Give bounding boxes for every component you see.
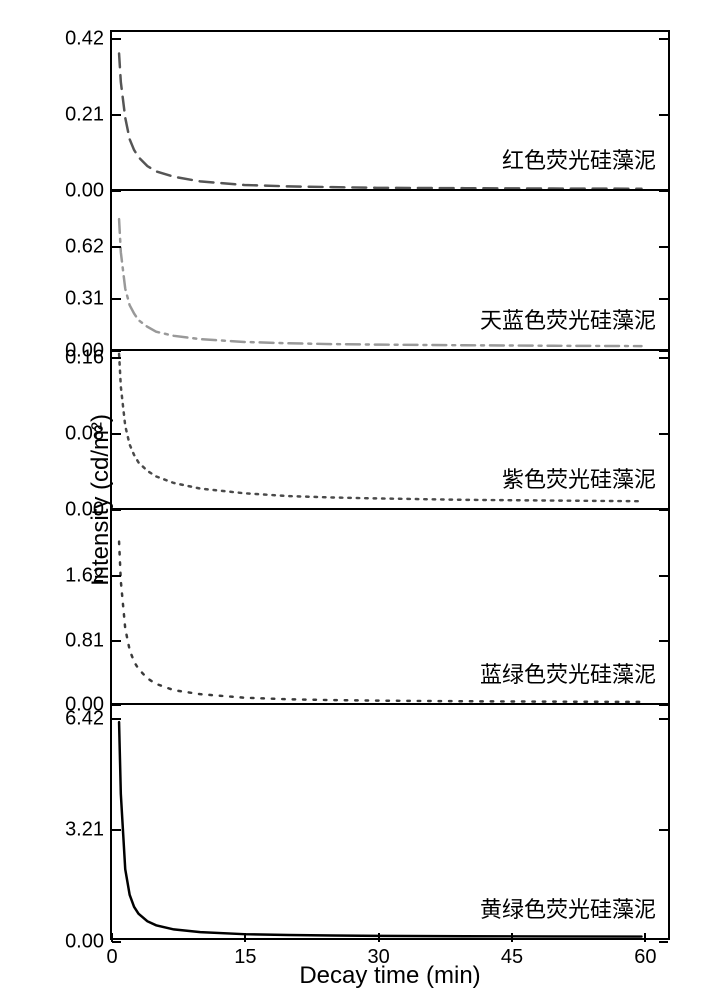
- y-tick-label: 0.62: [65, 235, 104, 258]
- y-tick-right: [659, 941, 668, 943]
- y-tick: [112, 357, 121, 359]
- y-tick-right: [659, 829, 668, 831]
- y-tick-label: 0.81: [65, 629, 104, 652]
- panel-label: 红色荧光硅藻泥: [502, 143, 656, 175]
- y-tick-right: [659, 575, 668, 577]
- y-tick-right: [659, 433, 668, 435]
- y-tick-label: 0.16: [65, 347, 104, 370]
- panel-label: 蓝绿色荧光硅藻泥: [480, 657, 656, 689]
- y-tick-label: 0.21: [65, 104, 104, 127]
- chart-container: 0.000.210.42红色荧光硅藻泥0.000.310.62天蓝色荧光硅藻泥0…: [110, 30, 670, 940]
- panel-label: 天蓝色荧光硅藻泥: [480, 303, 656, 335]
- panel-red: 0.000.210.42红色荧光硅藻泥: [110, 30, 670, 189]
- panel-purple: 0.000.080.16紫色荧光硅藻泥: [110, 349, 670, 508]
- y-tick: [112, 114, 121, 116]
- x-axis-label: Decay time (min): [110, 962, 670, 990]
- y-tick-label: 0.42: [65, 28, 104, 51]
- y-tick: [112, 246, 121, 248]
- y-tick: [112, 718, 121, 720]
- y-tick-label: 0.00: [65, 930, 104, 953]
- y-tick: [112, 298, 121, 300]
- panel-skyblue: 0.000.310.62天蓝色荧光硅藻泥: [110, 189, 670, 348]
- panel-label: 黄绿色荧光硅藻泥: [480, 892, 656, 924]
- y-tick-label: 6.42: [65, 707, 104, 730]
- panel-yellowgreen: 0.003.216.42黄绿色荧光硅藻泥015304560: [110, 703, 670, 940]
- y-tick-right: [659, 640, 668, 642]
- y-tick-right: [659, 718, 668, 720]
- y-tick-label: 3.21: [65, 819, 104, 842]
- panel-bluegreen: 0.000.811.62蓝绿色荧光硅藻泥: [110, 508, 670, 704]
- y-tick: [112, 941, 121, 943]
- x-tick: [378, 933, 380, 942]
- x-tick: [244, 933, 246, 942]
- x-tick: [511, 933, 513, 942]
- y-tick: [112, 38, 121, 40]
- y-tick-right: [659, 114, 668, 116]
- y-tick-label: 0.00: [65, 180, 104, 203]
- x-tick: [111, 933, 113, 942]
- y-tick-right: [659, 246, 668, 248]
- y-axis-label: Intensity (cd/m²): [87, 414, 115, 586]
- y-tick-label: 0.31: [65, 287, 104, 310]
- y-tick: [112, 640, 121, 642]
- y-tick-right: [659, 298, 668, 300]
- panel-label: 紫色荧光硅藻泥: [502, 462, 656, 494]
- y-tick-right: [659, 357, 668, 359]
- y-tick: [112, 829, 121, 831]
- y-tick-right: [659, 38, 668, 40]
- x-tick: [644, 933, 646, 942]
